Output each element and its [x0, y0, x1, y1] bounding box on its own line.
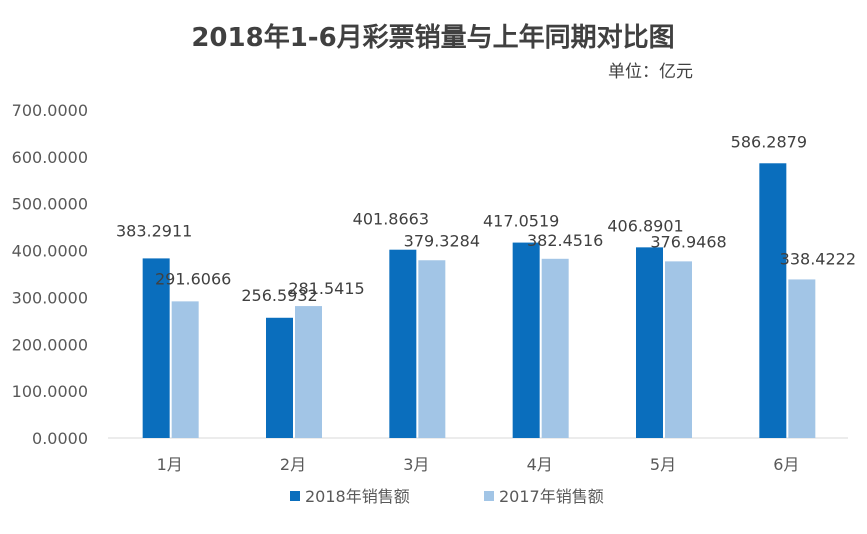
data-label: 383.2911: [116, 221, 192, 240]
x-category-label: 4月: [527, 455, 553, 474]
legend-label: 2017年销售额: [499, 487, 604, 506]
bar-2017-2: [295, 306, 322, 438]
chart-unit-label: 单位：亿元: [608, 62, 693, 82]
x-category-label: 5月: [650, 455, 676, 474]
bar-2018-3: [389, 249, 417, 438]
bar-2017-6: [788, 279, 816, 438]
data-label: 281.5415: [288, 279, 364, 298]
x-category-label: 3月: [403, 455, 429, 474]
x-category-label: 2月: [280, 455, 306, 474]
y-tick-label: 300.0000: [12, 288, 88, 307]
data-label: 382.4516: [527, 231, 603, 250]
data-label: 256.5932: [241, 286, 317, 305]
data-label: 401.8663: [353, 210, 429, 229]
bar-2018-2: [266, 317, 293, 438]
legend-label: 2018年销售额: [305, 487, 410, 506]
bar-2017-5: [665, 261, 692, 438]
bar-2017-4: [541, 258, 569, 438]
y-tick-label: 0.0000: [32, 429, 88, 448]
y-tick-label: 400.0000: [12, 242, 88, 261]
bar-2017-3: [418, 260, 446, 438]
data-label: 338.4222: [780, 249, 856, 268]
bar-2018-5: [636, 247, 663, 438]
x-axis: 1月 2月 3月 4月 5月 6月: [108, 437, 848, 474]
y-tick-label: 600.0000: [12, 148, 88, 167]
bar-2018-1: [142, 258, 170, 438]
data-label: 406.8901: [607, 216, 683, 235]
legend-swatch: [484, 491, 494, 501]
x-category-label: 1月: [157, 455, 183, 474]
legend: 2018年销售额 2017年销售额: [290, 487, 604, 506]
y-tick-label: 100.0000: [12, 382, 88, 401]
data-label: 376.9468: [650, 232, 726, 251]
bar-2018-4: [512, 242, 540, 438]
y-tick-label: 200.0000: [12, 335, 88, 354]
y-tick-label: 700.0000: [12, 101, 88, 120]
data-label-group: 383.2911 256.5932 401.8663 417.0519 406.8901…: [116, 132, 856, 304]
bar-series-group: [142, 163, 816, 439]
y-axis: 0.0000 100.0000 200.0000 300.0000 400.0000 50…: [12, 101, 88, 448]
y-tick-label: 500.0000: [12, 195, 88, 214]
data-label: 417.0519: [483, 212, 559, 231]
legend-swatch: [290, 491, 300, 501]
bar-2018-6: [759, 163, 787, 439]
x-category-label: 6月: [773, 455, 799, 474]
data-label: 291.6066: [155, 269, 231, 288]
data-label: 586.2879: [731, 132, 807, 151]
bar-2017-1: [171, 301, 199, 438]
data-label: 379.3284: [404, 231, 480, 250]
chart-title: 2018年1-6月彩票销量与上年同期对比图: [191, 22, 674, 53]
